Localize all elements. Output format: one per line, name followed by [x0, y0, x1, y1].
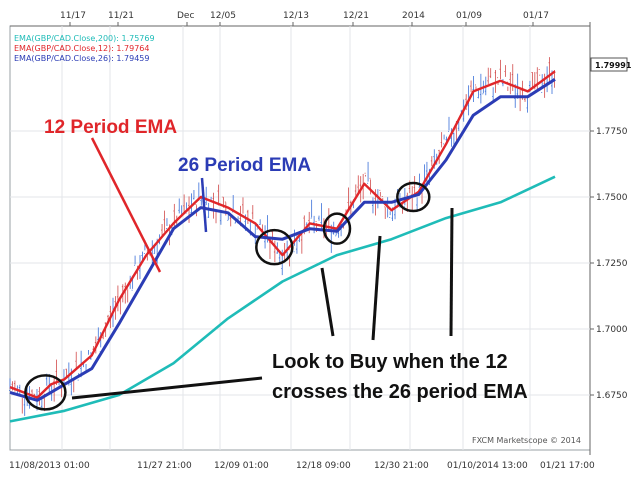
buy-pointer-line-1 [320, 267, 335, 337]
top-tick-label-3: 12/05 [210, 11, 236, 21]
last-price-tag: 1.79991 [590, 57, 632, 72]
last-price-box [590, 57, 628, 72]
price-axis: 1.6750 1.7000 1.7250 1.7500 1.7750 [590, 127, 628, 401]
crossover-circle-1 [255, 228, 294, 266]
last-price-label: 1.79991 [595, 61, 632, 70]
bottom-tick-label-0: 11/08/2013 01:00 [9, 461, 90, 471]
chart-credit: FXCM Marketscope © 2014 [472, 436, 581, 445]
top-tick-label-0: 11/17 [60, 11, 86, 21]
legend-ema12: EMA(GBP/CAD.Close,12): 1.79764 [14, 44, 149, 53]
top-tick-label-5: 12/21 [343, 11, 369, 21]
buy-pointer-line-2 [371, 235, 382, 341]
top-tick-label-8: 01/17 [523, 11, 549, 21]
ema-line-2 [9, 78, 556, 402]
bottom-time-axis: 11/08/2013 01:00 11/27 21:00 12/09 01:00 12… [9, 461, 595, 471]
bottom-tick-label-2: 12/09 01:00 [214, 461, 269, 471]
ema26-pointer-line [200, 177, 208, 233]
ema26-annotation: 26 Period EMA [178, 155, 311, 176]
top-time-axis: 11/17 11/21 Dec 12/05 12/13 12/21 2014 01/09 01/… [60, 11, 549, 26]
top-tick-label-4: 12/13 [283, 11, 309, 21]
bottom-tick-label-1: 11/27 21:00 [137, 461, 192, 471]
annotation-arrows [71, 137, 454, 400]
y-tick-label-3: 1.7500 [596, 193, 628, 203]
top-tick-label-6: 2014 [402, 11, 425, 21]
y-tick-label-4: 1.7750 [596, 127, 628, 137]
crossover-circle-3 [396, 181, 431, 213]
legend: EMA(GBP/CAD.Close,200): 1.75769 EMA(GBP/… [14, 34, 155, 63]
crossover-circles [24, 181, 431, 411]
bottom-tick-label-3: 12/18 09:00 [296, 461, 351, 471]
ema12-annotation: 12 Period EMA [44, 117, 177, 138]
bottom-tick-label-4: 12/30 21:00 [374, 461, 429, 471]
y-tick-label-1: 1.7000 [596, 325, 628, 335]
crossover-circle-0 [24, 374, 67, 411]
ema12-pointer-line [90, 137, 162, 273]
crossover-circle-2 [322, 212, 352, 245]
buy-rule-line-1: Look to Buy when the 12 [272, 351, 508, 373]
legend-ema26: EMA(GBP/CAD.Close,26): 1.79459 [14, 54, 149, 63]
ema-line-0 [9, 175, 556, 423]
buy-rule-line-2: crosses the 26 period EMA [272, 381, 528, 403]
buy-pointer-line-4 [71, 376, 263, 400]
top-tick-label-2: Dec [177, 11, 194, 21]
buy-pointer-line-3 [449, 207, 454, 337]
legend-ema200: EMA(GBP/CAD.Close,200): 1.75769 [14, 34, 155, 43]
bottom-tick-label-5: 01/10/2014 13:00 [447, 461, 528, 471]
top-tick-label-7: 01/09 [456, 11, 482, 21]
y-tick-label-2: 1.7250 [596, 259, 628, 269]
ema-lines [9, 70, 556, 423]
bottom-tick-label-6: 01/21 17:00 [540, 461, 595, 471]
y-tick-label-0: 1.6750 [596, 391, 628, 401]
top-tick-label-1: 11/21 [108, 11, 134, 21]
